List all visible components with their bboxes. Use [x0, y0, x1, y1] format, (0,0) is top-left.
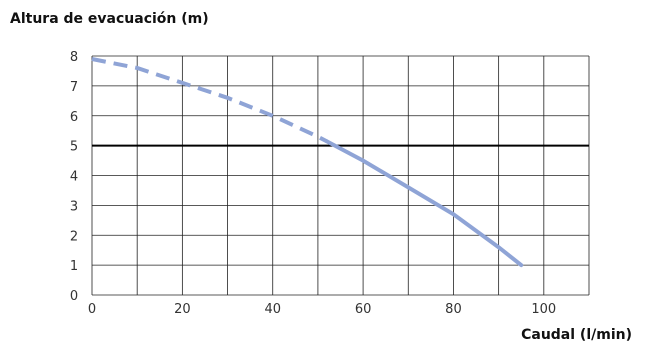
x-tick-label: 60 — [355, 302, 372, 317]
series-line-dashed — [91, 57, 328, 144]
y-tick-label: 6 — [70, 110, 78, 125]
x-tick-label: 40 — [264, 302, 281, 317]
x-axis-title: Caudal (l/min) — [521, 327, 632, 343]
y-tick-label: 1 — [70, 259, 78, 274]
x-tick-label: 80 — [445, 302, 462, 317]
y-axis-title: Altura de evacuación (m) — [10, 11, 209, 27]
x-tick-label: 20 — [174, 302, 191, 317]
series-group — [91, 57, 524, 268]
x-tick-label: 0 — [88, 302, 96, 317]
x-tick-labels: 0 20 40 60 80 100 — [88, 302, 556, 317]
y-tick-label: 3 — [70, 199, 78, 214]
y-tick-labels: 0 1 2 3 4 5 6 7 8 — [70, 50, 78, 304]
y-tick-label: 0 — [70, 289, 78, 304]
y-tick-label: 7 — [70, 80, 78, 95]
x-tick-label: 100 — [531, 302, 556, 317]
grid — [91, 55, 590, 296]
y-tick-label: 2 — [70, 229, 78, 244]
y-tick-label: 8 — [70, 50, 78, 65]
y-tick-label: 5 — [70, 140, 78, 155]
series-line-solid — [324, 139, 524, 268]
y-tick-label: 4 — [70, 170, 78, 185]
